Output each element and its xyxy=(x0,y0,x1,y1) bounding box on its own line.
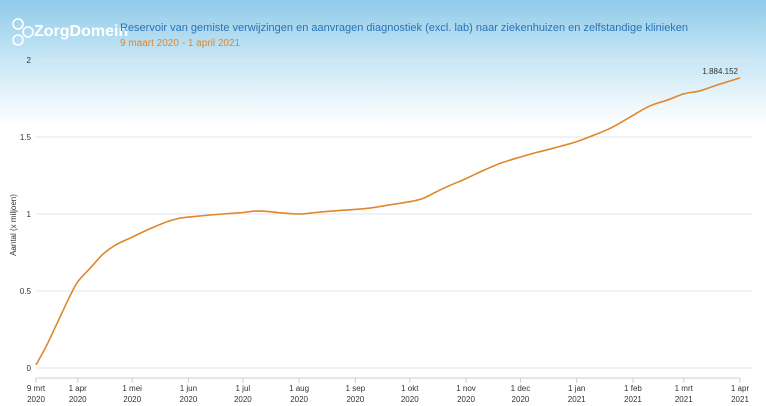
y-tick-label: 0.5 xyxy=(20,287,32,296)
y-axis-label: Aantal (x miljoen) xyxy=(9,194,18,256)
end-value-label: 1.884.152 xyxy=(702,67,738,76)
y-axis-ticks: 0 0.5 1 1.5 2 xyxy=(20,56,32,373)
x-tick-label: 2021 xyxy=(675,395,693,404)
x-tick-label: 1 apr xyxy=(731,384,750,393)
x-tick-label: 2020 xyxy=(69,395,87,404)
y-tick-label: 1.5 xyxy=(20,133,32,142)
series-line xyxy=(35,77,741,366)
header-gradient xyxy=(0,0,766,125)
x-tick-label: 1 jun xyxy=(180,384,197,393)
zorgdomein-logo-icon xyxy=(12,18,34,46)
x-tick-label: 2020 xyxy=(123,395,141,404)
x-tick-label: 1 nov xyxy=(456,384,476,393)
x-tick-label: 1 dec xyxy=(511,384,531,393)
x-tick-label: 2020 xyxy=(290,395,308,404)
x-tick-label: 1 mei xyxy=(122,384,142,393)
x-tick-label: 1 apr xyxy=(69,384,88,393)
x-tick-label: 1 aug xyxy=(289,384,309,393)
x-tick-label: 2020 xyxy=(457,395,475,404)
x-tick-label: 1 mrt xyxy=(675,384,694,393)
x-tick-label: 2020 xyxy=(346,395,364,404)
x-tick-label: 1 feb xyxy=(624,384,642,393)
x-tick-label: 2021 xyxy=(731,395,749,404)
x-tick-label: 2021 xyxy=(624,395,642,404)
y-tick-label: 1 xyxy=(27,210,32,219)
x-tick-label: 2020 xyxy=(401,395,419,404)
y-tick-label: 0 xyxy=(27,364,32,373)
x-tick-label: 2020 xyxy=(27,395,45,404)
brand-name: ZorgDomein xyxy=(34,23,129,40)
x-tick-label: 2020 xyxy=(180,395,198,404)
x-tick-label: 2020 xyxy=(512,395,530,404)
y-tick-label: 2 xyxy=(27,56,32,65)
x-tick-label: 9 mrt xyxy=(27,384,46,393)
x-axis-ticks: 9 mrt 2020 1 apr 2020 1 mei 2020 1 jun 2020 1 ju… xyxy=(27,377,750,404)
x-tick-label: 1 okt xyxy=(401,384,419,393)
chart-title: Reservoir van gemiste verwijzingen en aa… xyxy=(120,22,689,34)
chart-subtitle: 9 maart 2020 - 1 april 2021 xyxy=(120,38,241,49)
x-tick-label: 2021 xyxy=(568,395,586,404)
x-tick-label: 1 jul xyxy=(236,384,251,393)
x-tick-label: 2020 xyxy=(234,395,252,404)
x-tick-label: 1 jan xyxy=(568,384,585,393)
grid-lines xyxy=(36,59,752,369)
x-tick-label: 1 sep xyxy=(346,384,366,393)
